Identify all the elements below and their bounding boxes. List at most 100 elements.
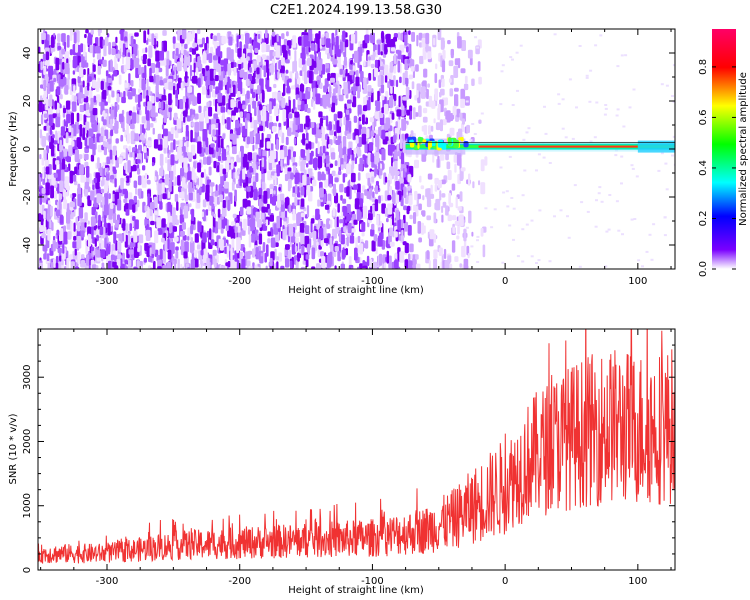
- heatmap-cell: [56, 95, 60, 103]
- heatmap-cell: [442, 49, 446, 59]
- heatmap-cell: [337, 155, 341, 168]
- heatmap-cell: [392, 213, 395, 226]
- heatmap-cell: [101, 177, 105, 186]
- heatmap-cell: [155, 75, 160, 86]
- heatmap-cell: [465, 100, 469, 103]
- heatmap-cell: [265, 29, 268, 39]
- heatmap-cell: [428, 260, 431, 269]
- heatmap-cell: [122, 188, 128, 195]
- heatmap-cell: [110, 254, 115, 261]
- heatmap-cell: [66, 114, 71, 124]
- heatmap-cell: [113, 169, 117, 174]
- heatmap-cell: [191, 30, 195, 39]
- heatmap-cell: [199, 187, 202, 196]
- heatmap-cell: [53, 190, 58, 199]
- heatmap-cell: [390, 217, 393, 227]
- heatmap-cell: [285, 59, 290, 64]
- heatmap-cell: [464, 75, 468, 84]
- heatmap-cell: [292, 99, 296, 110]
- heatmap-cell: [351, 160, 355, 170]
- heatmap-cell: [176, 118, 182, 129]
- heatmap-cell: [110, 175, 115, 180]
- heatmap-cell: [620, 54, 624, 57]
- heatmap-cell: [83, 44, 86, 57]
- heatmap-cell: [434, 88, 438, 101]
- heatmap-cell: [407, 174, 412, 183]
- heatmap-cell: [191, 122, 196, 127]
- heatmap-cell: [254, 119, 258, 131]
- heatmap-cell: [363, 96, 367, 105]
- heatmap-cell: [427, 51, 432, 60]
- heatmap-cell: [40, 214, 44, 226]
- heatmap-cell: [157, 266, 162, 269]
- heatmap-cell: [236, 120, 240, 129]
- heatmap-cell: [412, 265, 417, 269]
- snr-x-tick-label: -100: [361, 576, 384, 587]
- heatmap-cell: [133, 195, 137, 203]
- heatmap-cell: [124, 82, 129, 88]
- heatmap-cell: [449, 88, 454, 97]
- heatmap-cell: [381, 203, 386, 214]
- heatmap-cell: [399, 251, 405, 263]
- heatmap-cell: [239, 69, 245, 78]
- heatmap-cell: [191, 167, 195, 181]
- heatmap-cell: [373, 234, 378, 242]
- heatmap-cell: [578, 265, 582, 268]
- heatmap-cell: [169, 222, 173, 233]
- heatmap-cell: [150, 220, 155, 226]
- heatmap-cell: [261, 42, 267, 53]
- heatmap-cell: [172, 36, 176, 44]
- heatmap-cell: [328, 220, 333, 225]
- heatmap-cell: [621, 233, 624, 236]
- heatmap-cell: [357, 183, 361, 194]
- heatmap-cell: [78, 154, 83, 160]
- heatmap-cell: [616, 65, 620, 68]
- heatmap-cell: [38, 100, 43, 113]
- heatmap-cell: [103, 45, 107, 57]
- heatmap-cell: [200, 249, 204, 256]
- heatmap-cell: [43, 253, 47, 260]
- heatmap-cell: [427, 83, 430, 88]
- heatmap-cell: [390, 47, 396, 52]
- heatmap-cell: [172, 163, 176, 176]
- heatmap-cell: [186, 115, 191, 122]
- heatmap-cell: [370, 229, 375, 237]
- heatmap-cell: [322, 64, 326, 75]
- heatmap-cell: [390, 167, 396, 176]
- heatmap-cell: [305, 143, 309, 150]
- heatmap-cell: [78, 67, 83, 77]
- heatmap-cell: [252, 152, 258, 163]
- heatmap-cell: [54, 100, 57, 110]
- heatmap-cell: [325, 155, 330, 164]
- heatmap-cell: [75, 216, 78, 226]
- heatmap-cell: [466, 124, 470, 134]
- heatmap-cell: [87, 76, 92, 82]
- heatmap-cell: [173, 139, 176, 150]
- heatmap-cell: [232, 213, 237, 218]
- colorbar-ticks: 0.00.20.40.60.8: [698, 59, 736, 277]
- heatmap-cell: [96, 81, 100, 92]
- heatmap-cell: [320, 240, 324, 247]
- heatmap-cell: [202, 199, 207, 208]
- heatmap-cell: [253, 61, 258, 69]
- heatmap-cell: [421, 222, 424, 235]
- heatmap-cell: [472, 181, 475, 189]
- heatmap-cell: [452, 105, 457, 116]
- heatmap-cell: [77, 222, 81, 232]
- heatmap-cell: [454, 220, 460, 226]
- heatmap-cell: [67, 231, 72, 240]
- heatmap-cell: [229, 49, 234, 62]
- heatmap-cell: [269, 150, 275, 163]
- heatmap-cell: [213, 55, 218, 61]
- heatmap-cell: [434, 202, 437, 210]
- heatmap-cell: [220, 60, 225, 66]
- heatmap-cell: [384, 262, 387, 269]
- heatmap-cell: [353, 184, 358, 190]
- heatmap-cell: [342, 69, 346, 78]
- heatmap-cell: [328, 143, 331, 149]
- heatmap-cell: [358, 163, 363, 172]
- heatmap-cell: [116, 234, 121, 239]
- heatmap-cell: [212, 129, 216, 137]
- heatmap-cell: [220, 228, 224, 234]
